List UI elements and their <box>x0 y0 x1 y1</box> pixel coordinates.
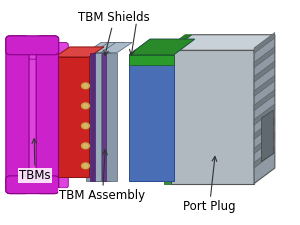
Circle shape <box>82 83 89 89</box>
FancyBboxPatch shape <box>158 102 164 108</box>
FancyBboxPatch shape <box>6 176 59 194</box>
FancyBboxPatch shape <box>102 52 106 181</box>
Polygon shape <box>262 110 273 161</box>
FancyBboxPatch shape <box>158 125 164 131</box>
Text: TBM Assembly: TBM Assembly <box>59 150 146 202</box>
Polygon shape <box>129 39 195 55</box>
Polygon shape <box>254 133 275 154</box>
Circle shape <box>82 103 89 109</box>
Polygon shape <box>254 61 275 82</box>
Polygon shape <box>254 118 275 140</box>
Polygon shape <box>254 90 275 111</box>
Circle shape <box>82 143 89 149</box>
Text: TBMs: TBMs <box>19 139 51 182</box>
FancyBboxPatch shape <box>55 57 89 177</box>
Polygon shape <box>254 75 275 97</box>
FancyBboxPatch shape <box>28 43 68 59</box>
FancyBboxPatch shape <box>158 79 164 85</box>
Polygon shape <box>164 35 192 50</box>
FancyBboxPatch shape <box>158 148 164 154</box>
FancyBboxPatch shape <box>36 36 58 194</box>
Polygon shape <box>254 104 275 125</box>
Polygon shape <box>254 147 275 168</box>
Circle shape <box>83 164 88 167</box>
FancyBboxPatch shape <box>171 50 254 184</box>
Circle shape <box>83 104 88 107</box>
FancyBboxPatch shape <box>90 52 95 181</box>
Polygon shape <box>254 35 275 184</box>
Polygon shape <box>55 47 104 57</box>
FancyBboxPatch shape <box>28 173 68 188</box>
FancyBboxPatch shape <box>158 67 164 73</box>
FancyBboxPatch shape <box>158 113 164 119</box>
Polygon shape <box>254 47 275 68</box>
Polygon shape <box>129 39 195 55</box>
FancyBboxPatch shape <box>158 136 164 142</box>
FancyBboxPatch shape <box>158 159 164 165</box>
FancyBboxPatch shape <box>129 55 174 65</box>
Text: Port Plug: Port Plug <box>183 157 236 213</box>
FancyBboxPatch shape <box>101 52 117 181</box>
Polygon shape <box>171 35 275 50</box>
Circle shape <box>82 123 89 129</box>
FancyBboxPatch shape <box>164 50 171 184</box>
FancyBboxPatch shape <box>158 90 164 96</box>
Circle shape <box>83 84 88 87</box>
FancyBboxPatch shape <box>6 36 59 55</box>
FancyBboxPatch shape <box>86 52 102 181</box>
Text: TBM Shields: TBM Shields <box>79 11 150 55</box>
Polygon shape <box>254 32 275 54</box>
Polygon shape <box>101 43 132 52</box>
Circle shape <box>83 124 88 127</box>
FancyBboxPatch shape <box>94 52 110 181</box>
FancyBboxPatch shape <box>158 171 164 177</box>
FancyBboxPatch shape <box>158 56 164 62</box>
Circle shape <box>83 144 88 147</box>
Polygon shape <box>86 43 117 52</box>
FancyBboxPatch shape <box>28 41 45 188</box>
Circle shape <box>82 163 89 169</box>
Polygon shape <box>94 43 125 52</box>
FancyBboxPatch shape <box>129 55 174 181</box>
FancyBboxPatch shape <box>6 36 29 194</box>
